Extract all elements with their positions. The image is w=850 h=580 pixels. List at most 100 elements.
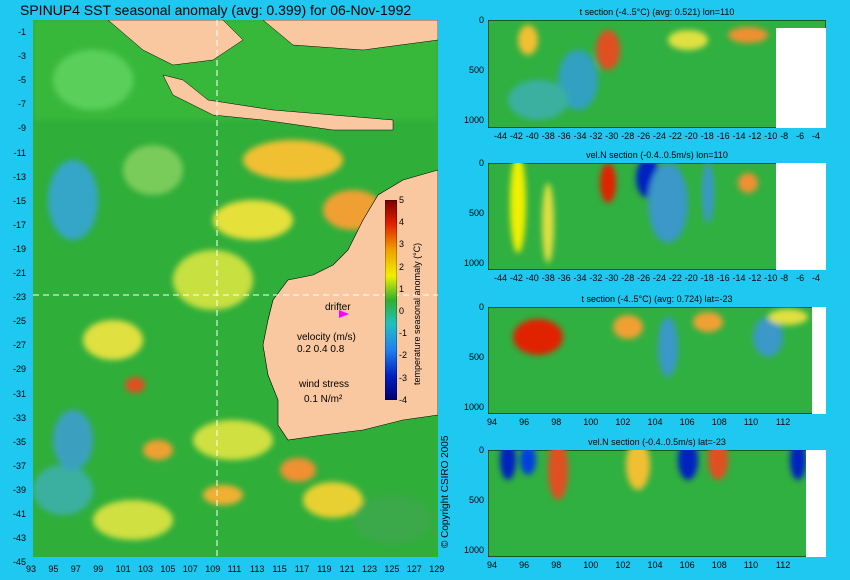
colorbar-tick-label: -1 bbox=[399, 328, 408, 339]
section-anomaly-blob bbox=[708, 450, 728, 480]
depth-tick-label: 0 bbox=[478, 15, 484, 25]
depth-tick-label: 1000 bbox=[463, 115, 484, 125]
sumatra-land bbox=[107, 20, 244, 66]
section-x-tick-label: -40 bbox=[525, 131, 539, 141]
lat-tick-label: -17 bbox=[12, 219, 26, 230]
section-anomaly-blob bbox=[542, 183, 554, 263]
section-anomaly-blob bbox=[518, 25, 538, 55]
section-background bbox=[488, 450, 826, 557]
section-x-tick-label: -4 bbox=[812, 273, 821, 283]
section-x-tick-label: 108 bbox=[711, 417, 727, 427]
section-x-tick-label: -34 bbox=[573, 273, 587, 283]
section-title: vel.N section (-0.4..0.5m/s) lon=110 bbox=[586, 150, 728, 160]
section-x-tick-label: -14 bbox=[732, 131, 746, 141]
colorbar-tick-label: 3 bbox=[399, 239, 405, 250]
colorbar-tick-label: 4 bbox=[399, 217, 405, 228]
section-anomaly-blob bbox=[668, 30, 708, 50]
section-x-tick-label: 100 bbox=[583, 417, 599, 427]
lat-tick-label: -7 bbox=[17, 99, 26, 110]
lat-tick-label: -25 bbox=[12, 316, 26, 327]
colorbar-tick-label: -4 bbox=[399, 394, 408, 405]
colorbar-tick-label: 1 bbox=[399, 283, 405, 294]
section-anomaly-blob bbox=[753, 317, 783, 357]
lat-tick-label: -37 bbox=[12, 460, 26, 471]
lat-tick-label: -9 bbox=[17, 123, 26, 134]
sst-map[interactable] bbox=[33, 20, 438, 557]
lon-tick-label: 99 bbox=[93, 564, 104, 574]
section-land-mask bbox=[806, 450, 826, 557]
lon-tick-label: 119 bbox=[317, 564, 332, 574]
section-x-tick-label: -20 bbox=[684, 273, 698, 283]
section-x-tick-label: -40 bbox=[525, 273, 539, 283]
lon-tick-label: 109 bbox=[205, 564, 221, 574]
section-x-tick-label: -10 bbox=[764, 131, 778, 141]
section-x-tick-label: -24 bbox=[653, 273, 667, 283]
lat-tick-label: -33 bbox=[12, 412, 26, 423]
section-x-tick-label: -22 bbox=[668, 273, 682, 283]
section-anomaly-blob bbox=[693, 312, 723, 332]
lon-tick-label: 111 bbox=[227, 564, 242, 574]
depth-tick-label: 500 bbox=[468, 352, 484, 362]
section-x-tick-label: 112 bbox=[775, 560, 791, 570]
section-x-tick-label: -8 bbox=[780, 273, 789, 283]
lat-tick-label: -43 bbox=[12, 533, 26, 544]
section-x-tick-label: 102 bbox=[615, 560, 631, 570]
colorbar-tick-label: -2 bbox=[399, 350, 408, 361]
section-x-tick-label: -26 bbox=[637, 131, 651, 141]
section-land-mask bbox=[812, 307, 826, 414]
lon-tick-label: 125 bbox=[384, 564, 400, 574]
colorbar-label: temperature seasonal anomaly (°C) bbox=[412, 242, 422, 385]
depth-tick-label: 0 bbox=[478, 302, 484, 312]
section-anomaly-blob bbox=[510, 163, 526, 253]
section-anomaly-blob bbox=[702, 163, 714, 223]
depth-tick-label: 1000 bbox=[463, 402, 484, 412]
section-anomaly-blob bbox=[520, 450, 536, 475]
colorbar-tick-label: 0 bbox=[399, 306, 405, 316]
page-title: SPINUP4 SST seasonal anomaly (avg: 0.399… bbox=[20, 2, 412, 18]
lat-tick-label: -27 bbox=[12, 340, 26, 351]
lat-tick-label: -39 bbox=[12, 484, 26, 495]
lon-tick-label: 129 bbox=[429, 564, 445, 574]
drifter-label: drifter bbox=[325, 302, 351, 313]
lat-tick-label: -11 bbox=[13, 147, 26, 158]
section-anomaly-blob bbox=[648, 163, 688, 243]
section-anomaly-blob bbox=[548, 450, 568, 500]
lat-tick-label: -29 bbox=[12, 364, 26, 375]
section-x-tick-label: -20 bbox=[684, 131, 698, 141]
section-plot[interactable] bbox=[488, 307, 826, 414]
section-title: t section (-4..5°C) (avg: 0.521) lon=110 bbox=[579, 7, 735, 17]
section-x-tick-label: -30 bbox=[605, 131, 619, 141]
lon-tick-label: 101 bbox=[115, 564, 131, 574]
lat-tick-label: -45 bbox=[12, 557, 26, 568]
section-plot[interactable] bbox=[488, 20, 826, 128]
section-x-tick-label: -18 bbox=[700, 273, 714, 283]
colorbar-tick-label: -3 bbox=[399, 372, 408, 383]
section-x-tick-label: -16 bbox=[716, 273, 730, 283]
lat-tick-label: -19 bbox=[12, 243, 26, 254]
lon-tick-label: 123 bbox=[362, 564, 378, 574]
section-plot[interactable] bbox=[488, 450, 826, 557]
section-x-tick-label: -34 bbox=[573, 131, 587, 141]
section-plot[interactable] bbox=[488, 163, 826, 270]
section-x-tick-label: -10 bbox=[764, 273, 778, 283]
section-anomaly-blob bbox=[558, 50, 598, 110]
section-x-tick-label: -12 bbox=[748, 273, 762, 283]
section-x-tick-label: -36 bbox=[557, 131, 571, 141]
section-x-tick-label: -6 bbox=[796, 131, 805, 141]
lon-tick-label: 107 bbox=[182, 564, 198, 574]
section-title: t section (-4..5°C) (avg: 0.724) lat=-23 bbox=[581, 294, 733, 304]
copyright: © Copyright CSIRO 2005 bbox=[440, 435, 451, 548]
depth-tick-label: 500 bbox=[468, 495, 484, 505]
section-anomaly-blob bbox=[500, 450, 516, 480]
section-x-tick-label: 104 bbox=[647, 560, 663, 570]
section-x-tick-label: -28 bbox=[621, 131, 635, 141]
section-x-tick-label: -24 bbox=[653, 131, 667, 141]
lat-tick-label: -13 bbox=[12, 171, 26, 182]
section-anomaly-blob bbox=[513, 319, 563, 355]
section-x-tick-label: 100 bbox=[583, 560, 599, 570]
colorbar-tick-label: 2 bbox=[399, 261, 405, 272]
section-x-tick-label: -32 bbox=[589, 131, 603, 141]
section-x-tick-label: 94 bbox=[487, 417, 498, 427]
colorbar-tick-label: 5 bbox=[399, 195, 405, 205]
section-x-tick-label: 104 bbox=[647, 417, 663, 427]
